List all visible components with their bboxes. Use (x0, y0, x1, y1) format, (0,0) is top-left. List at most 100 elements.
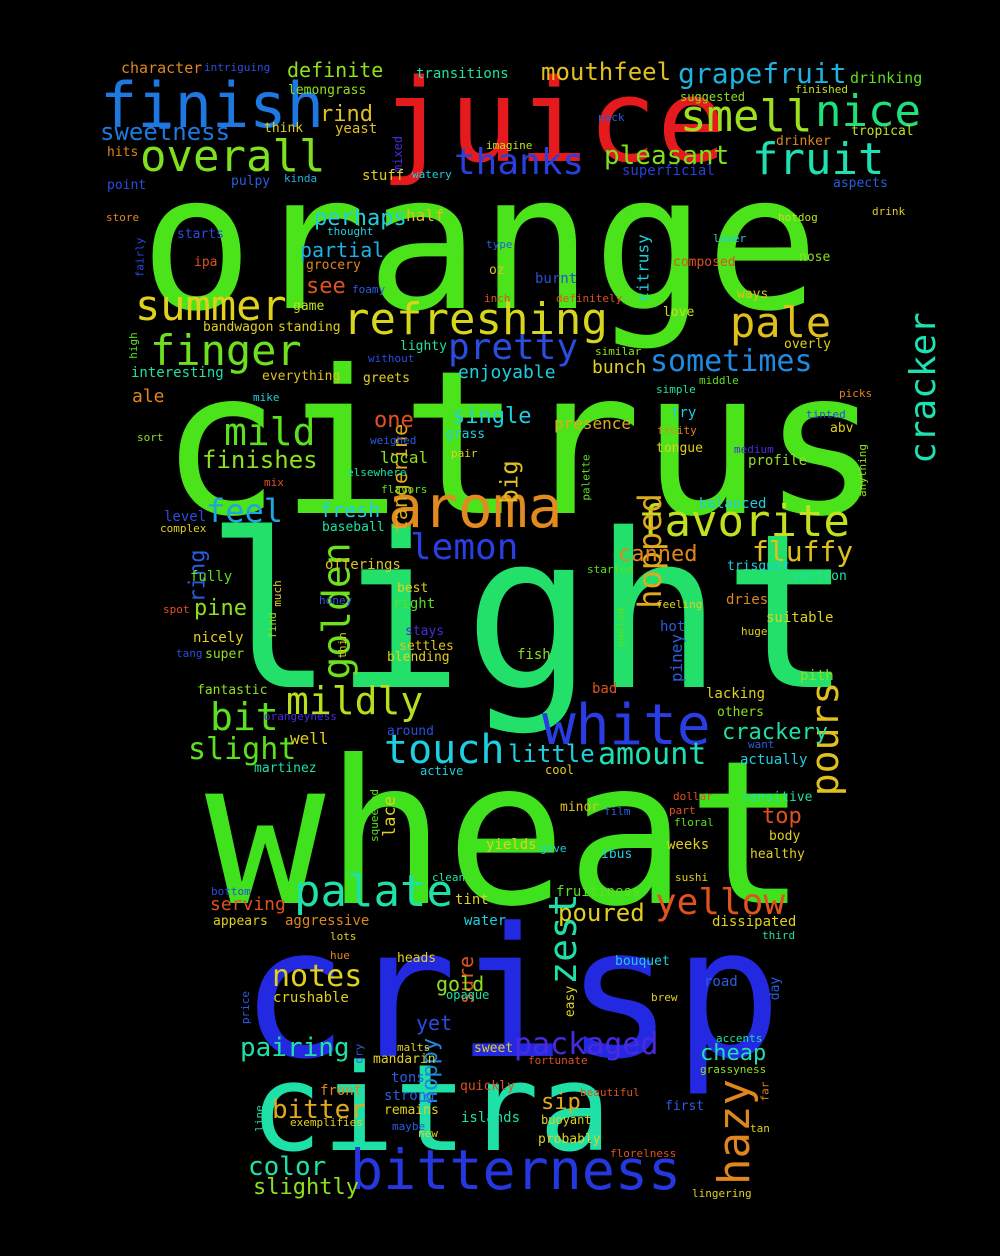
word-stuff: stuff (362, 168, 405, 184)
word-fresh: fresh (320, 498, 381, 522)
word-definite: definite (287, 58, 384, 82)
word-pack: pack (598, 111, 625, 124)
word-hits: hits (107, 145, 139, 160)
word-price: price (239, 990, 253, 1025)
word-lace: lace (379, 796, 400, 837)
word-islands: islands (461, 1110, 521, 1126)
word-see: see (306, 274, 346, 299)
word-road: road (704, 974, 738, 990)
word-light: light (205, 487, 853, 738)
word-appears: appears (213, 914, 268, 929)
word-suggested: suggested (680, 90, 746, 104)
word-similar: similar (595, 345, 642, 358)
word-ipa: ipa (194, 255, 218, 270)
word-finish: finish (100, 69, 324, 142)
word-florelness: florelness (610, 1147, 677, 1160)
word-foamy: foamy (352, 283, 386, 296)
word-mild: mild (224, 410, 316, 454)
word-squeezed: squeezed (367, 789, 381, 842)
word-ibus: ibus (601, 847, 633, 862)
word-accents: accents (716, 1032, 763, 1045)
word-type: type (486, 238, 513, 251)
word-bitter: bitter (272, 1095, 366, 1125)
word-profile: profile (748, 453, 808, 469)
word-without: without (368, 352, 415, 365)
word-big: big (495, 460, 524, 504)
word-dries: dries (726, 592, 769, 608)
word-love: love (663, 305, 695, 320)
word-dollar: dollar (673, 790, 713, 803)
word-bad: bad (592, 681, 618, 697)
word-others: others (717, 705, 764, 720)
word-game: game (293, 299, 325, 314)
word-actually: actually (740, 752, 808, 768)
word-pleasant: pleasant (604, 141, 730, 171)
word-presence: presence (554, 414, 632, 433)
word-far: far (758, 1081, 772, 1102)
word-mandarin: mandarin (373, 1052, 436, 1067)
word-yellow: yellow (655, 882, 786, 923)
word-crisp: crisp (240, 890, 782, 1099)
word-mix: mix (264, 476, 284, 489)
word-thin: thin (335, 632, 349, 659)
word-front: front (320, 1083, 363, 1099)
word-baseball: baseball (322, 520, 385, 535)
word-minor: minor (560, 800, 600, 815)
word-touch: touch (384, 727, 505, 773)
word-character: character (121, 59, 203, 77)
word-martinez: martinez (254, 761, 317, 776)
word-fruity: fruity (657, 424, 697, 437)
word-remains: remains (384, 1103, 439, 1118)
word-tinted: tinted (806, 408, 846, 421)
word-slightly: slightly (253, 1175, 359, 1200)
word-peeled: peeled (614, 607, 628, 648)
word-lingering: lingering (692, 1187, 752, 1200)
word-buoyant: buoyant (541, 1113, 592, 1127)
word-one: one (374, 408, 414, 433)
word-drinker: drinker (776, 134, 831, 149)
word-grass: grass (446, 427, 486, 442)
word-drink: drink (872, 205, 906, 218)
word-white: white (542, 693, 711, 758)
word-pair: pair (451, 447, 478, 460)
word-poured: poured (558, 899, 645, 927)
word-try: try (671, 405, 697, 421)
word-elsewhere: elsewhere (347, 466, 407, 479)
word-standing: standing (278, 320, 341, 335)
word-anything: anything (855, 444, 869, 497)
word-nicely: nicely (193, 630, 244, 646)
word-crackery: crackery (722, 720, 828, 745)
word-offerings: offerings (325, 557, 401, 573)
word-sushi: sushi (675, 871, 709, 884)
word-gold: gold (436, 972, 485, 996)
word-quickly: quickly (460, 1079, 515, 1094)
word-point: point (107, 178, 147, 193)
word-stays: stays (405, 624, 445, 639)
word-fantastic: fantastic (197, 683, 268, 698)
word-bitterness: bitterness (350, 1138, 682, 1202)
word-level: level (164, 509, 207, 525)
word-fortunate: fortunate (528, 1054, 588, 1067)
word-sweetness: sweetness (100, 118, 231, 146)
word-weighed: weighed (370, 434, 417, 447)
word-pairing: pairing (240, 1033, 350, 1063)
word-lemongrass: lemongrass (288, 83, 367, 98)
word-mixed: mixed (391, 135, 406, 173)
word-overall: overall (140, 131, 326, 182)
word-yields: yields (486, 837, 537, 853)
word-half: half (406, 206, 445, 225)
word-started: started (587, 563, 634, 576)
word-lower: lower (713, 232, 747, 245)
word-suitable: suitable (766, 610, 834, 626)
word-fruit: fruit (752, 134, 885, 185)
word-definitely: definitely (556, 292, 623, 305)
word-heads: heads (397, 951, 437, 966)
word-palette: palette (579, 454, 593, 501)
word-want: want (748, 738, 775, 751)
word-honey: honey (319, 594, 353, 607)
word-third: third (762, 929, 796, 942)
word-favorite: favorite (638, 496, 850, 547)
word-much: much (270, 580, 284, 607)
word-line: line (252, 1105, 266, 1132)
word-store: store (106, 211, 140, 224)
